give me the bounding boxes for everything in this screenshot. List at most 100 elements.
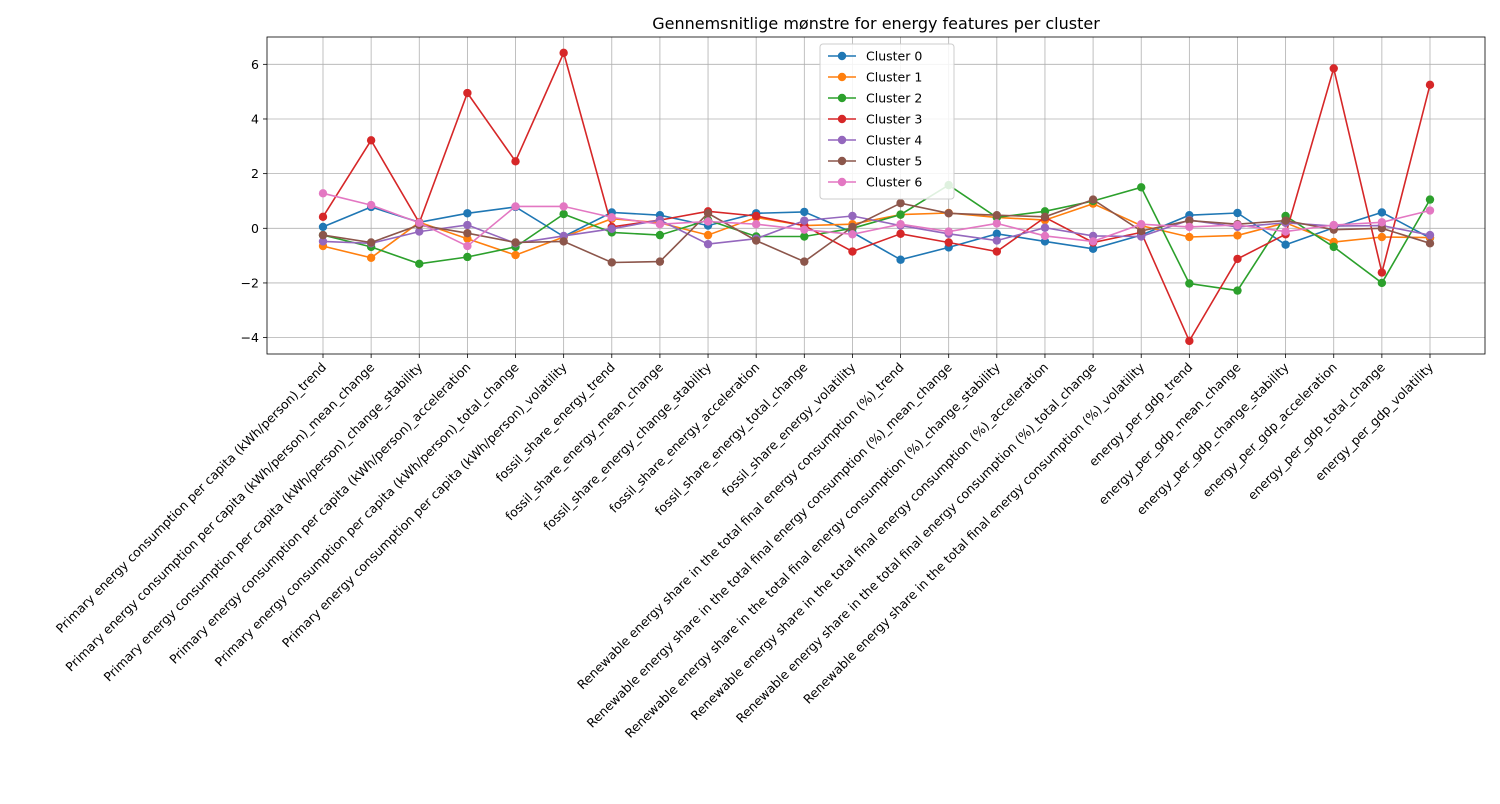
data-point <box>896 198 905 208</box>
data-point <box>800 257 809 266</box>
data-point <box>1040 223 1050 232</box>
data-point <box>703 230 713 240</box>
series-line <box>322 192 1431 248</box>
data-point <box>318 212 328 222</box>
data-point <box>944 227 953 236</box>
legend-label: Cluster 5 <box>866 154 922 169</box>
legend-item: Cluster 4 <box>828 133 922 148</box>
data-point <box>318 222 328 232</box>
data-point <box>1137 183 1146 192</box>
legend-label: Cluster 0 <box>866 49 922 64</box>
data-point <box>1377 232 1387 242</box>
legend-item: Cluster 0 <box>828 49 922 64</box>
data-point <box>896 229 905 238</box>
data-point <box>1233 286 1242 295</box>
chart-title: Gennemsnitlige mønstre for energy featur… <box>652 14 1100 33</box>
legend-label: Cluster 3 <box>866 112 922 127</box>
data-point <box>1377 278 1387 288</box>
data-point <box>1233 254 1242 264</box>
data-point <box>463 241 472 251</box>
data-point <box>511 238 520 247</box>
data-point <box>463 229 472 238</box>
data-point <box>1329 64 1338 73</box>
data-point <box>848 247 857 256</box>
data-point <box>1425 230 1435 240</box>
y-tick-label: −4 <box>241 330 259 345</box>
series-line <box>322 50 1431 343</box>
plot-frame <box>266 36 1486 355</box>
legend-marker <box>837 114 847 124</box>
data-point <box>1377 224 1387 233</box>
y-tick-label: 2 <box>251 166 259 181</box>
legend-item: Cluster 3 <box>828 112 922 127</box>
data-point <box>944 238 953 247</box>
data-point <box>366 136 376 145</box>
data-point <box>751 236 761 245</box>
data-point <box>992 219 1002 228</box>
data-point <box>559 48 568 58</box>
data-point <box>1425 195 1435 204</box>
data-point <box>896 219 905 229</box>
data-point <box>1185 232 1194 242</box>
data-point <box>896 255 905 264</box>
data-point <box>366 238 376 247</box>
data-point <box>800 207 809 217</box>
data-point <box>1233 220 1242 230</box>
legend-label: Cluster 1 <box>866 70 922 85</box>
data-point <box>992 236 1002 245</box>
y-tick-label: 0 <box>251 221 259 236</box>
x-tick-label: fossil_share_energy_change_stability <box>540 359 714 533</box>
data-point <box>1040 231 1050 241</box>
legend-item: Cluster 1 <box>828 70 922 85</box>
data-point <box>1425 239 1435 248</box>
series-line <box>322 198 1431 264</box>
data-point <box>463 220 472 230</box>
data-point <box>992 229 1002 238</box>
data-point <box>1329 220 1338 230</box>
legend-marker <box>837 93 847 103</box>
data-point <box>655 257 665 266</box>
data-point <box>607 224 616 234</box>
x-tick-label: Renewable energy share in the total fina… <box>584 359 955 730</box>
data-point <box>607 213 616 222</box>
legend-label: Cluster 6 <box>866 175 922 190</box>
data-point <box>944 209 953 218</box>
data-point <box>318 230 328 240</box>
data-point <box>559 202 568 211</box>
data-point <box>415 259 424 269</box>
data-point <box>1137 226 1146 236</box>
legend-marker <box>837 135 847 145</box>
data-point <box>1233 231 1242 240</box>
data-point <box>1185 279 1194 288</box>
data-point <box>1329 242 1338 252</box>
legend-label: Cluster 4 <box>866 133 922 148</box>
data-point <box>703 239 713 249</box>
data-point <box>463 88 472 98</box>
data-point <box>800 225 809 234</box>
data-point <box>1281 227 1290 236</box>
series-0 <box>318 202 1435 264</box>
legend-item: Cluster 2 <box>828 91 922 106</box>
legend-marker <box>837 72 847 82</box>
data-point <box>848 222 857 232</box>
x-tick-label: Primary energy consumption per capita (k… <box>62 359 377 674</box>
data-point <box>511 157 520 166</box>
x-tick-label: Primary energy consumption per capita (k… <box>100 359 425 684</box>
data-point <box>655 230 665 240</box>
data-point <box>800 232 809 241</box>
data-point <box>559 237 568 246</box>
legend-item: Cluster 6 <box>828 175 922 190</box>
data-point <box>1088 195 1098 204</box>
data-point <box>800 216 809 225</box>
data-point <box>415 227 424 236</box>
data-point <box>463 252 472 262</box>
data-point <box>703 217 713 226</box>
x-tick-label: Primary energy consumption per capita (k… <box>212 359 522 669</box>
x-tick-label: Renewable energy share in the total fina… <box>688 360 1052 724</box>
x-tick-label: Renewable energy share in the total fina… <box>733 359 1099 725</box>
data-point <box>415 218 424 228</box>
data-point <box>751 211 761 221</box>
data-point <box>1040 212 1050 222</box>
series-lines <box>318 48 1435 346</box>
